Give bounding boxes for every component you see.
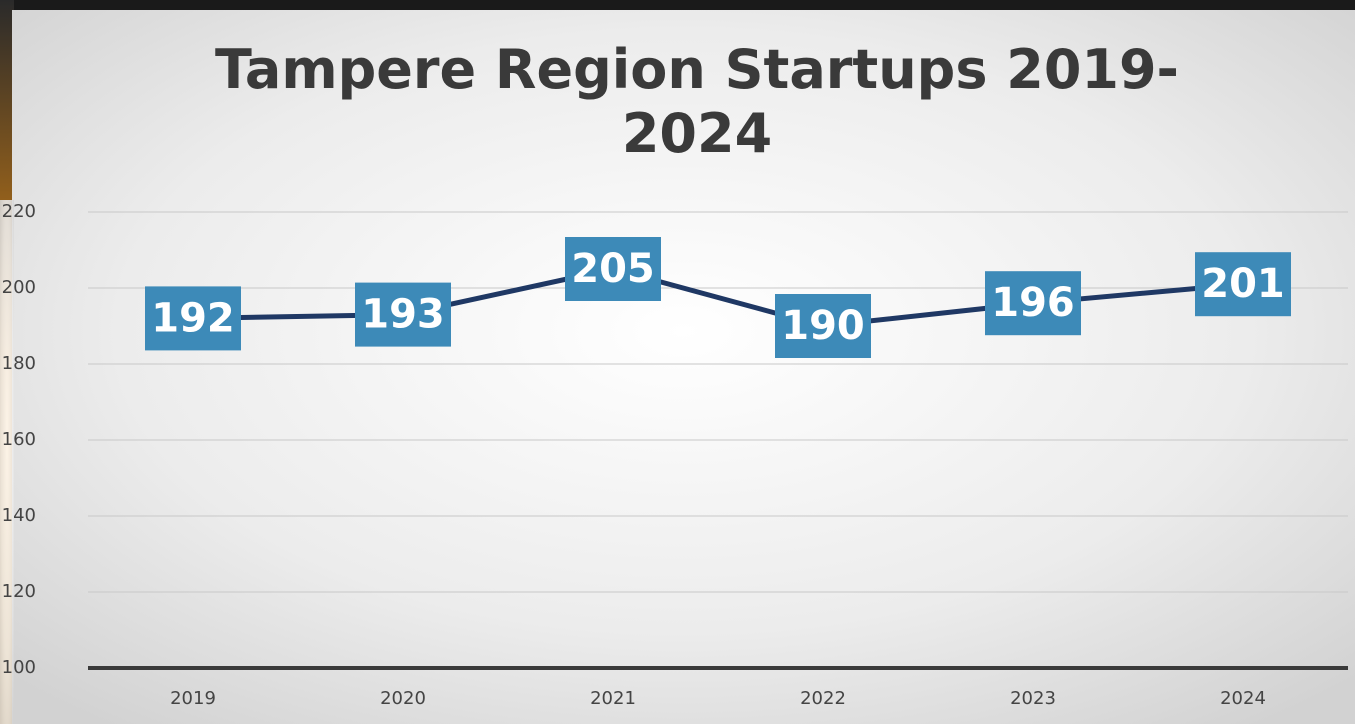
value-label-box <box>775 294 871 358</box>
value-label: 196 <box>991 280 1075 326</box>
value-label-box <box>145 286 241 351</box>
value-label-box <box>985 271 1081 336</box>
value-label-box <box>565 237 661 301</box>
value-label: 192 <box>151 295 235 341</box>
value-label: 205 <box>571 246 655 292</box>
value-label: 193 <box>361 292 445 338</box>
chart-area-edge <box>0 200 14 724</box>
chart-area <box>12 10 1355 724</box>
value-label: 190 <box>781 303 865 349</box>
y-tick-label: 180 <box>2 353 36 374</box>
x-tick-label: 2020 <box>380 688 426 709</box>
chart-title: Tampere Region Startups 2019-2024 <box>215 38 1179 165</box>
y-tick-label: 220 <box>2 201 36 222</box>
y-tick-label: 160 <box>2 429 36 450</box>
y-tick-label: 140 <box>2 505 36 526</box>
x-tick-label: 2021 <box>590 688 636 709</box>
value-label-box <box>355 282 451 347</box>
value-label-box <box>1195 252 1291 317</box>
y-tick-label: 100 <box>2 657 36 678</box>
y-tick-label: 120 <box>2 581 36 602</box>
x-tick-label: 2022 <box>800 688 846 709</box>
x-tick-label: 2019 <box>170 688 216 709</box>
value-label: 201 <box>1201 261 1285 307</box>
y-tick-label: 200 <box>2 277 36 298</box>
x-tick-label: 2024 <box>1220 688 1266 709</box>
x-tick-label: 2023 <box>1010 688 1056 709</box>
